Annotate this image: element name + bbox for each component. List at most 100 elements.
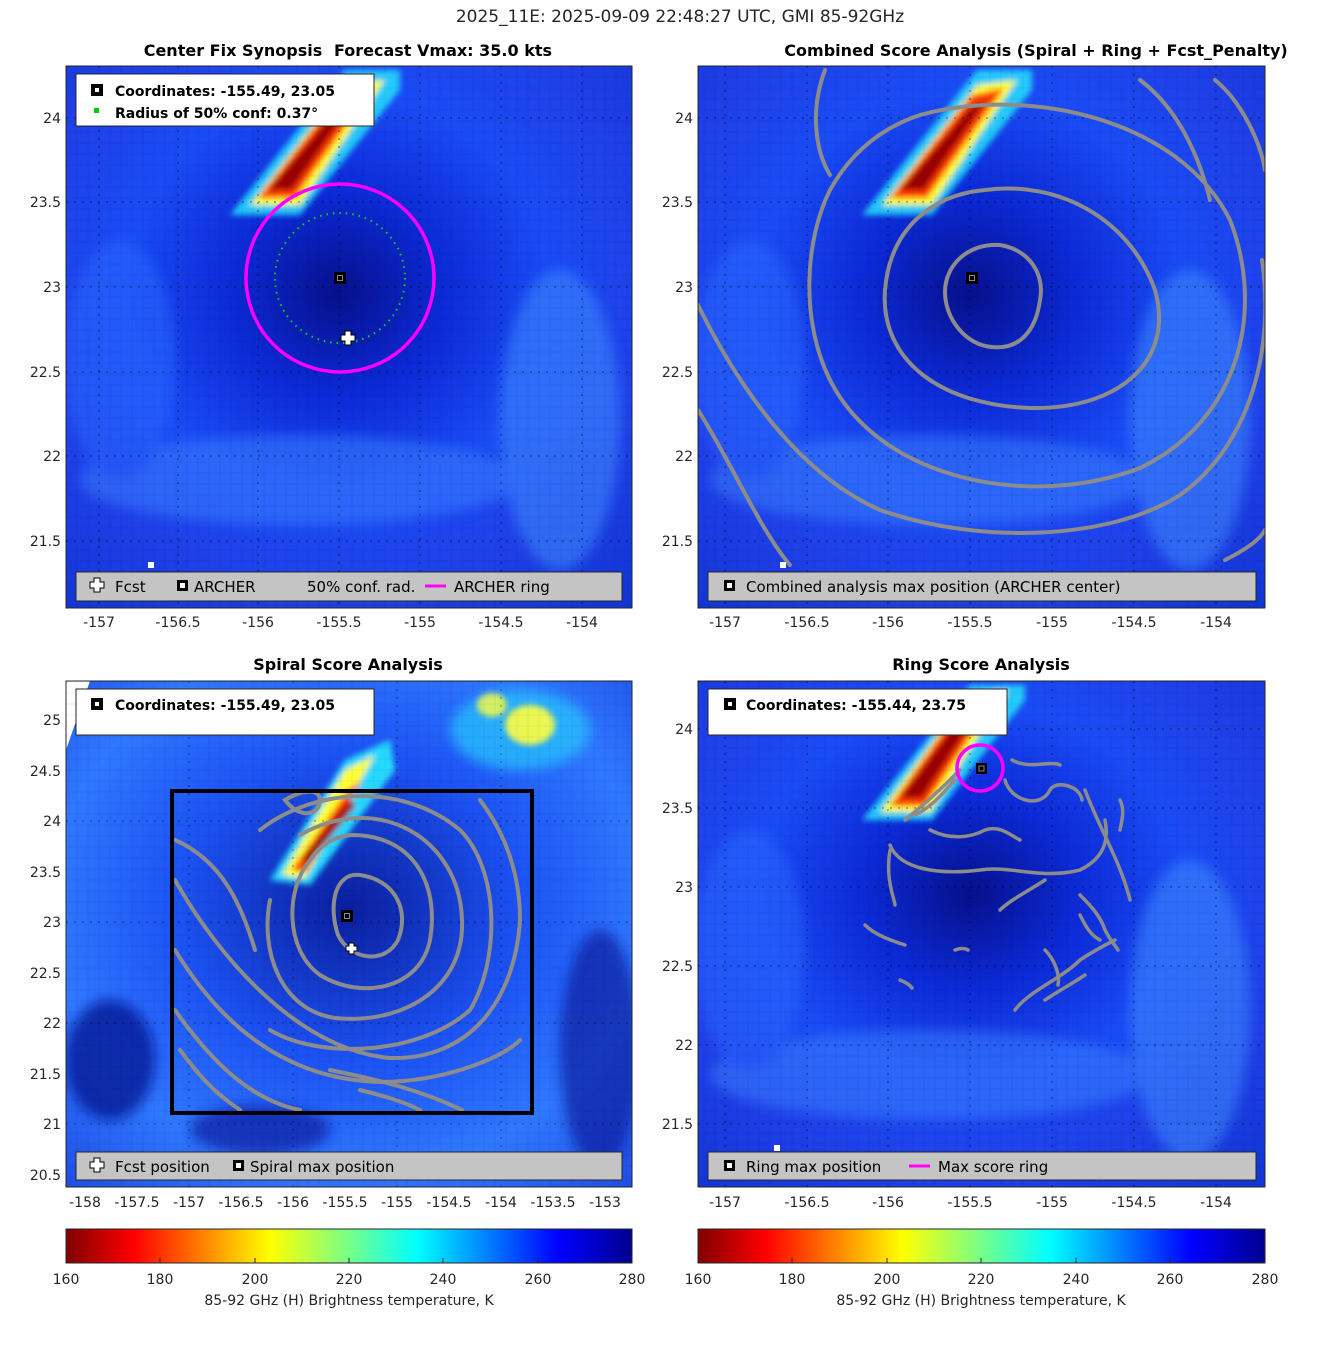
y-tick-label: 23.5 [30, 195, 61, 211]
y-tick-label: 21 [43, 1117, 61, 1133]
x-tick-label: -157 [83, 615, 115, 631]
x-tick-label: -153.5 [530, 1195, 575, 1211]
forecast-cross-icon [89, 577, 105, 593]
colorbar-gradient [65, 1228, 633, 1264]
x-tick-label: -155.5 [947, 1195, 992, 1211]
y-tick-label: 23 [43, 915, 61, 931]
legend-item: 50% conf. rad. [307, 578, 415, 596]
y-tick-label: 22.5 [662, 365, 693, 381]
conf-radius-circle [274, 212, 406, 344]
y-tick-label: 21.5 [662, 534, 693, 550]
x-tick-label: -157 [173, 1195, 205, 1211]
x-tick-label: -156.5 [218, 1195, 263, 1211]
legend-spiral [75, 1151, 623, 1181]
colorbar-tick: 220 [968, 1272, 995, 1288]
x-tick-label: -155.5 [322, 1195, 367, 1211]
x-tick-label: -155.5 [947, 615, 992, 631]
colorbar-tick: 180 [147, 1272, 174, 1288]
colorbar-tick: 160 [685, 1272, 712, 1288]
y-tick-label: 22.5 [30, 966, 61, 982]
legend-item: Spiral max position [250, 1158, 394, 1176]
ring-max-marker [976, 763, 987, 774]
y-tick-label: 22 [43, 1016, 61, 1032]
colorbar-tick: 240 [1063, 1272, 1090, 1288]
legend-item: Max score ring [938, 1158, 1048, 1176]
x-tick-label: -156.5 [784, 615, 829, 631]
y-tick-label: 24 [675, 722, 693, 738]
info-box [75, 73, 375, 127]
panel-combined-score: Combined Score Analysis (Spiral + Ring +… [662, 41, 1288, 631]
forecast-position-marker [340, 330, 356, 346]
combined-max-marker [966, 272, 978, 284]
y-tick-label: 23 [675, 280, 693, 296]
x-tick-label: -154.5 [1111, 615, 1156, 631]
forecast-position-marker [345, 942, 358, 955]
y-tick-label: 23.5 [662, 195, 693, 211]
panel-title-spiral: Spiral Score Analysis [253, 655, 443, 674]
x-tick-label: -157 [709, 1195, 741, 1211]
legend-item: ARCHER ring [454, 578, 550, 596]
info-coordinates: Coordinates: -155.49, 23.05 [115, 698, 335, 714]
colorbar-tick: 180 [779, 1272, 806, 1288]
panel-ring-score: Ring Score Analysis [662, 655, 1266, 1211]
panel-subtitle-vmax: Forecast Vmax: 35.0 kts [334, 41, 552, 60]
legend-ring [707, 1151, 1257, 1181]
x-tick-label: -156 [277, 1195, 309, 1211]
x-tick-label: -156 [872, 615, 904, 631]
x-tick-label: -156 [242, 615, 274, 631]
colorbar-label: 85-92 GHz (H) Brightness temperature, K [836, 1293, 1126, 1309]
figure-suptitle: 2025_11E: 2025-09-09 22:48:27 UTC, GMI 8… [456, 7, 904, 27]
panel-spiral-score: Spiral Score Analysis [30, 655, 633, 1211]
legend-item: Ring max position [746, 1158, 881, 1176]
y-tick-label: 21.5 [662, 1117, 693, 1133]
colorbar-tick: 220 [336, 1272, 363, 1288]
x-tick-label: -154 [566, 615, 598, 631]
legend-item: ARCHER [194, 578, 256, 596]
colorbar-tick: 160 [53, 1272, 80, 1288]
search-box [170, 789, 534, 1115]
panel-title-synopsis: Center Fix Synopsis [144, 41, 323, 60]
x-tick-label: -154.5 [1111, 1195, 1156, 1211]
x-tick-label: -155.5 [316, 615, 361, 631]
panel-title-ring: Ring Score Analysis [892, 655, 1070, 674]
y-tick-label: 22.5 [662, 959, 693, 975]
colorbar-left: 160 180 200 220 240 260 280 85-92 GHz (H… [53, 1228, 645, 1309]
combined-score-contours [698, 68, 1265, 567]
y-tick-label: 24 [43, 111, 61, 127]
x-tick-label: -155 [1036, 1195, 1068, 1211]
x-tick-label: -154.5 [478, 615, 523, 631]
x-tick-label: -155 [404, 615, 436, 631]
colorbar-label: 85-92 GHz (H) Brightness temperature, K [204, 1293, 494, 1309]
colorbar-tick: 280 [1252, 1272, 1279, 1288]
archer-ring [244, 182, 436, 374]
colorbar-gradient [697, 1228, 1266, 1264]
y-tick-label: 23 [43, 280, 61, 296]
spiral-score-contours [173, 789, 523, 1112]
y-tick-label: 25 [43, 713, 61, 729]
x-tick-label: -157 [709, 615, 741, 631]
legend-item: Combined analysis max position (ARCHER c… [746, 578, 1120, 596]
x-tick-label: -155 [1036, 615, 1068, 631]
y-tick-label: 22 [675, 1038, 693, 1054]
x-tick-label: -153 [589, 1195, 621, 1211]
y-tick-label: 22 [675, 449, 693, 465]
colorbar-right: 160 180 200 220 240 260 280 85-92 GHz (H… [685, 1228, 1279, 1309]
legend-synopsis [75, 571, 623, 602]
colorbar-tick: 240 [430, 1272, 457, 1288]
x-tick-label: -154 [485, 1195, 517, 1211]
spiral-max-marker [341, 910, 353, 922]
x-tick-label: -154.5 [426, 1195, 471, 1211]
ring-score-contours [863, 758, 1132, 1012]
colorbar-tick: 200 [242, 1272, 269, 1288]
max-score-ring [955, 743, 1005, 793]
colorbar-tick: 260 [525, 1272, 552, 1288]
info-coordinates: Coordinates: -155.49, 23.05 [115, 84, 335, 100]
x-tick-label: -156 [872, 1195, 904, 1211]
y-tick-label: 23.5 [662, 801, 693, 817]
info-box [707, 688, 1008, 736]
x-tick-label: -158 [69, 1195, 101, 1211]
conf-dot-icon [94, 108, 99, 113]
y-tick-label: 20.5 [30, 1168, 61, 1184]
archer-center-marker [334, 272, 346, 284]
